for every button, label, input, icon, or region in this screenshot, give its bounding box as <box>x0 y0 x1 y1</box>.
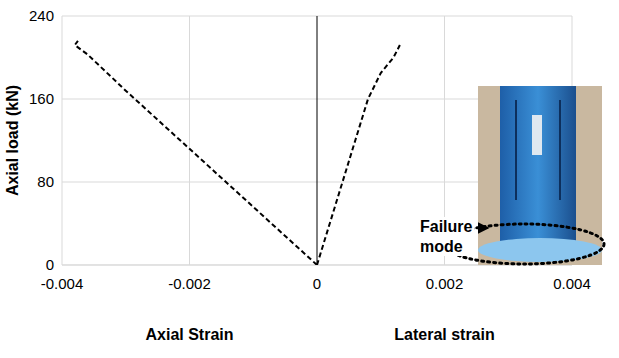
y-tick-label: 80 <box>37 173 54 190</box>
annotation-line: mode <box>420 238 463 255</box>
annotation-arrow <box>475 227 488 229</box>
grid-line <box>189 16 190 265</box>
photo-detail <box>515 100 517 200</box>
chart: 0 80 160 240 -0.004 -0.002 0 0.002 0.004 Axial lo… <box>0 0 619 358</box>
y-axis-title: Axial load (kN) <box>4 85 21 196</box>
x-tick-label: 0.004 <box>553 275 591 292</box>
x-tick-label: -0.002 <box>168 275 211 292</box>
grid-line <box>62 16 63 265</box>
annotation-line: Failure <box>420 218 473 235</box>
photo-gauge <box>532 115 542 155</box>
data-line <box>317 45 400 265</box>
photo-background <box>478 86 602 265</box>
annotation: Failure mode <box>420 218 473 255</box>
x-tick-label: 0.002 <box>426 275 464 292</box>
y-tick-label: 160 <box>29 90 54 107</box>
annotation-background <box>418 217 475 256</box>
y-tick-label: 240 <box>29 7 54 24</box>
x-axis-title: Lateral strain <box>394 326 494 343</box>
x-tick-label: -0.004 <box>41 275 84 292</box>
photo-inset <box>478 86 602 265</box>
y-tick-label: 0 <box>46 256 54 273</box>
x-axis-title: Axial Strain <box>145 326 233 343</box>
data-line <box>75 41 317 265</box>
data-group <box>75 41 400 265</box>
x-tick-label: 0 <box>313 275 321 292</box>
zero-line <box>317 16 318 265</box>
photo-detail <box>559 100 561 200</box>
photo-column <box>500 86 576 251</box>
